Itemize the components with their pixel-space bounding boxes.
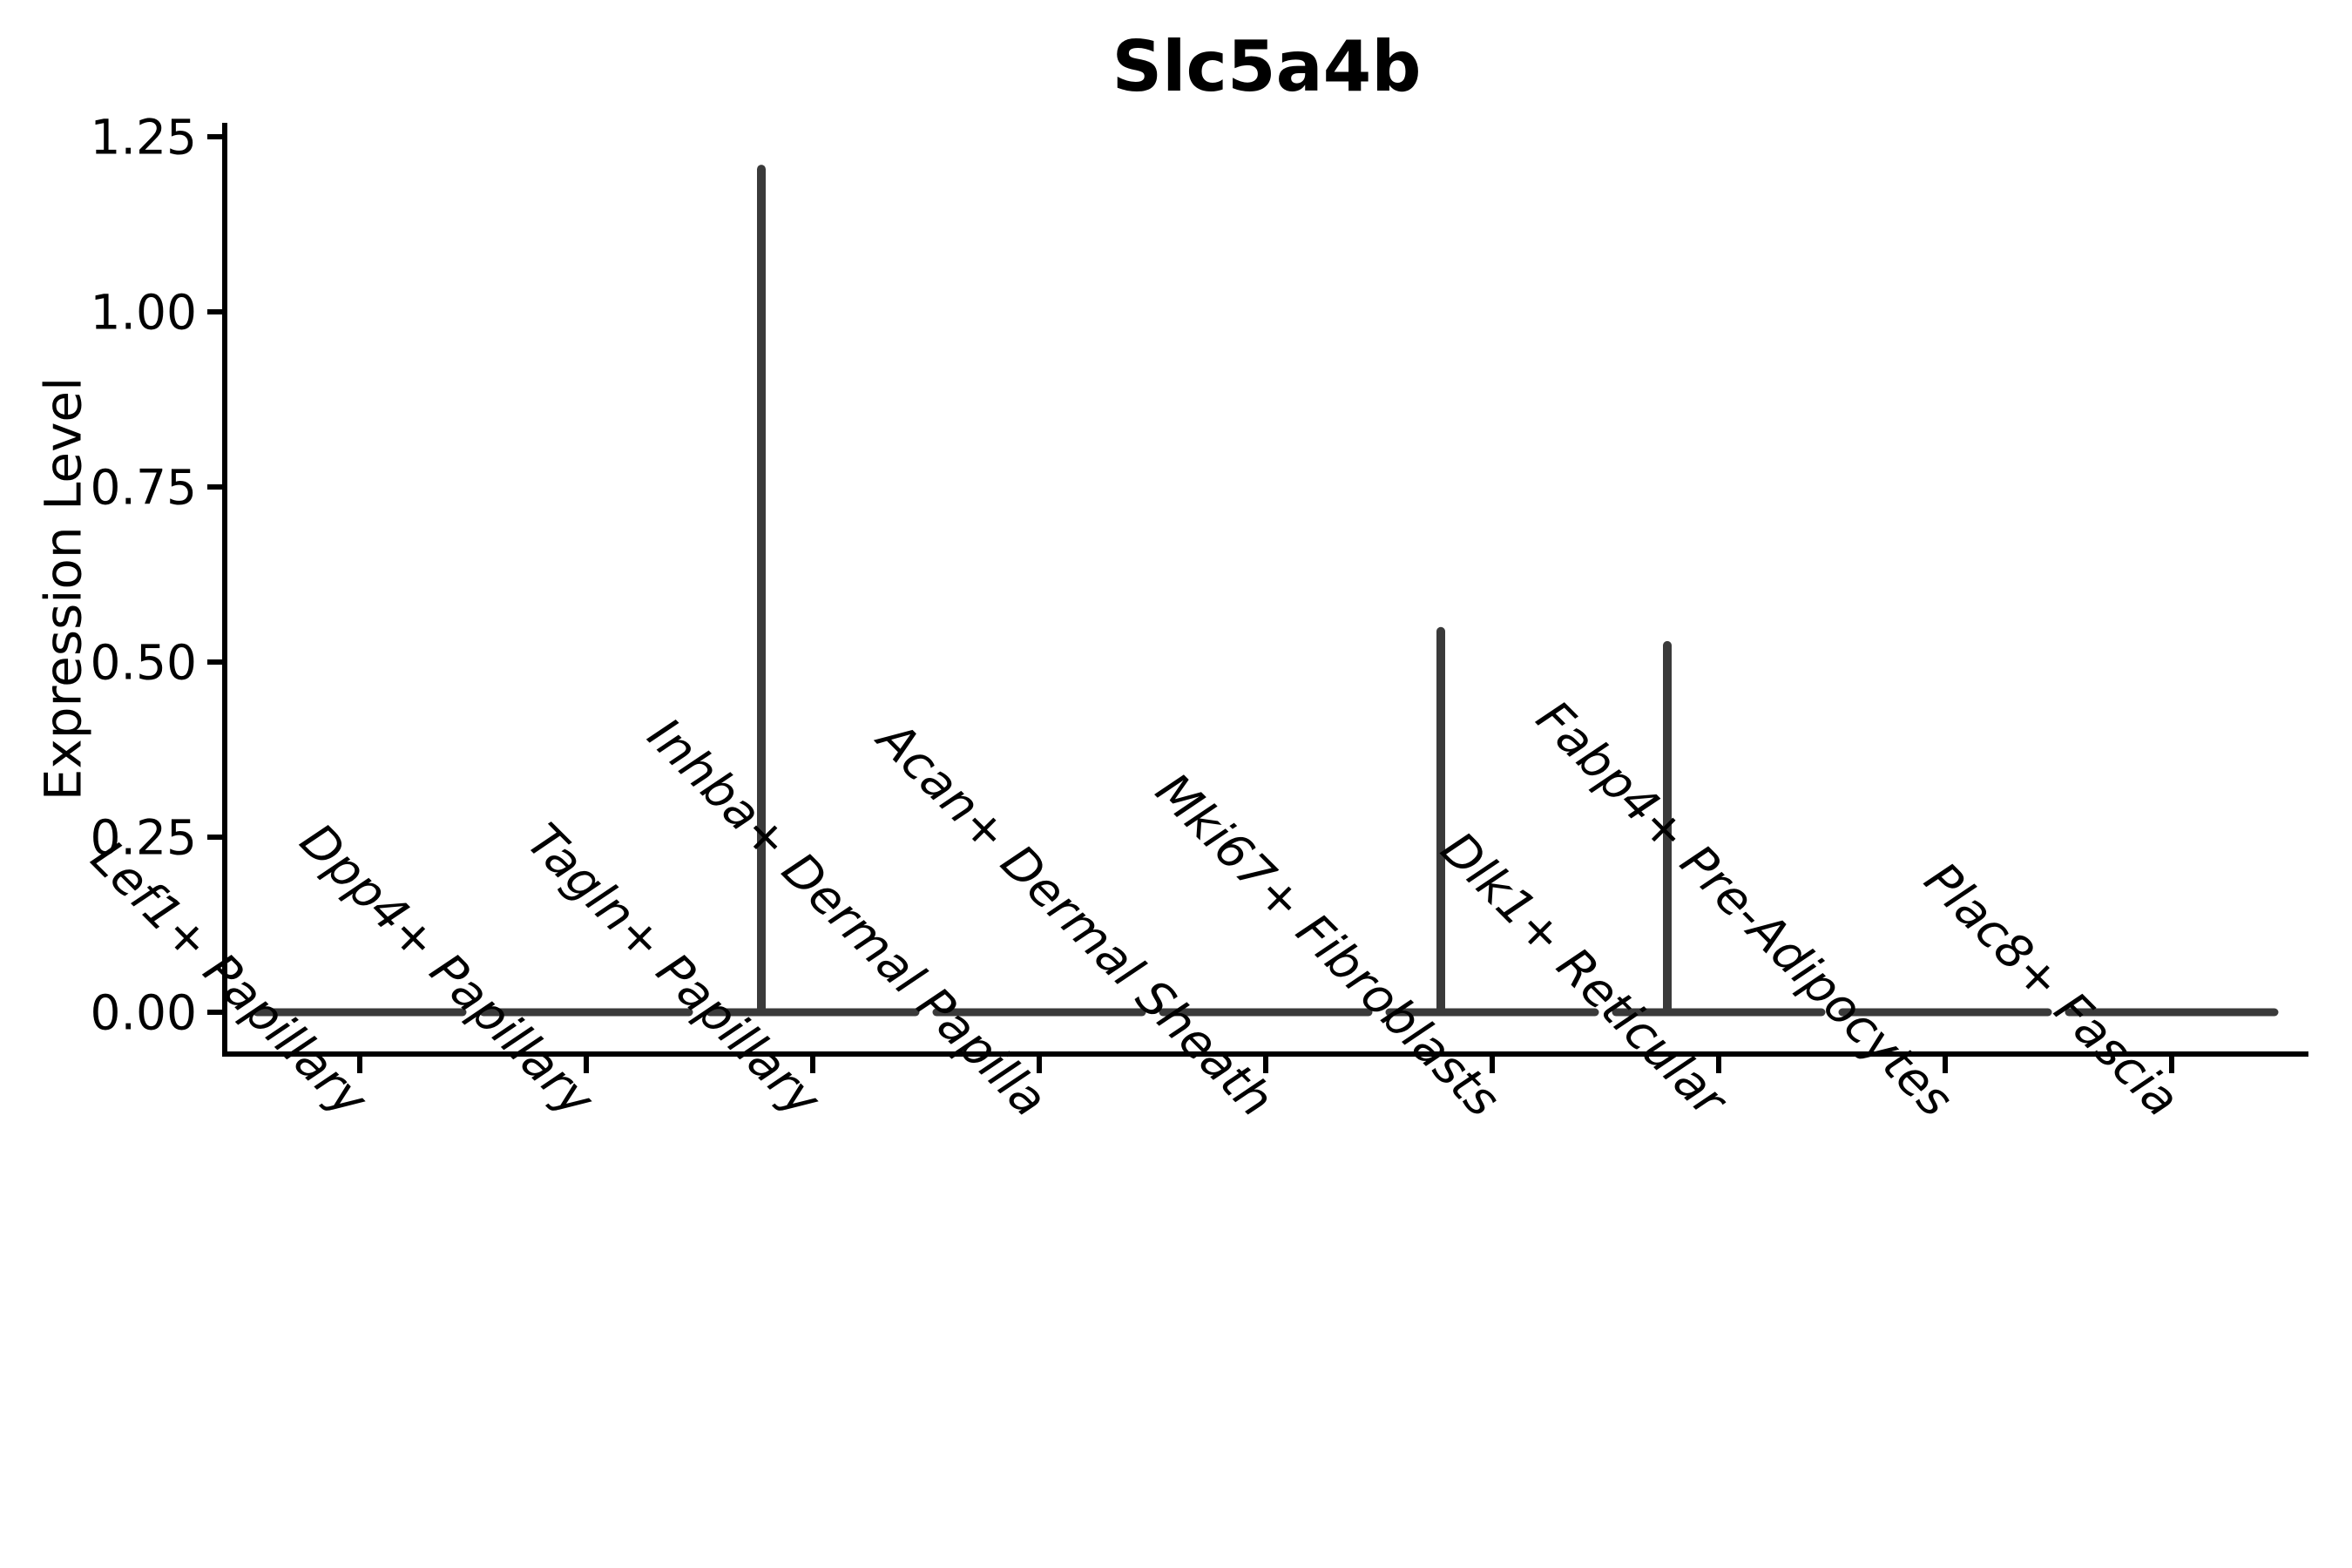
y-axis-label: Expression Level: [33, 377, 92, 801]
chart-title: Slc5a4b: [1112, 26, 1421, 107]
y-tick-label-4: 1.00: [91, 284, 197, 340]
axes-group: [207, 123, 2308, 1073]
y-tick-label-2: 0.50: [91, 634, 197, 690]
y-tick-label-3: 0.75: [91, 459, 197, 515]
y-tick-label-0: 0.00: [91, 984, 197, 1040]
violins-group: [253, 165, 2279, 1017]
y-tick-label-5: 1.25: [91, 109, 197, 165]
y-tick-labels-group: 0.00 0.25 0.50 0.75 1.00 1.25: [91, 109, 197, 1040]
y-tick-label-1: 0.25: [91, 809, 197, 865]
